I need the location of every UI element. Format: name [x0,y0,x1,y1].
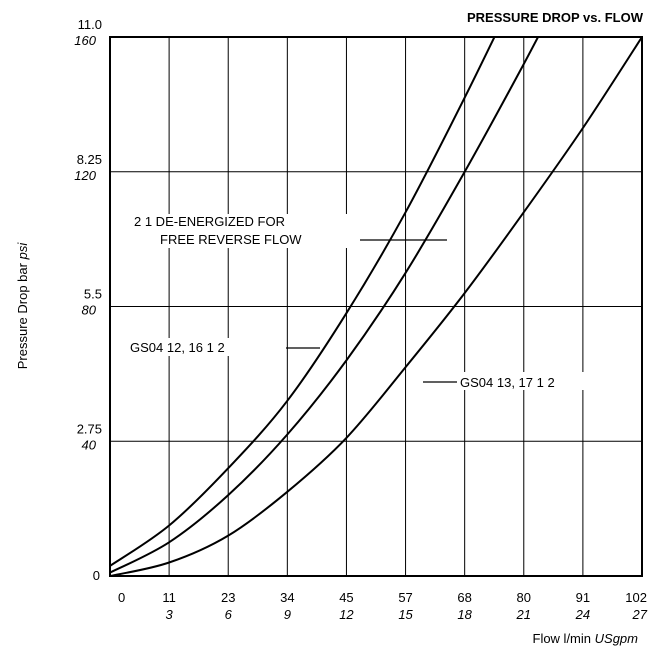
y-tick-label-psi: 80 [82,303,97,318]
x-tick-label-gpm: 21 [516,607,531,622]
y-tick-label-psi: 40 [82,437,97,452]
x-tick-label-lpm: 0 [118,590,125,605]
annotation-de-energized: 2 1 DE-ENERGIZED FOR FREE REVERSE FLOW [134,214,447,248]
y-axis-label: Pressure Drop bar psi [15,242,30,370]
annotation-gs04-12-16-label: GS04 12, 16 1 2 [130,340,225,355]
y-tick-label-bar: 2.75 [77,421,102,436]
chart-title: PRESSURE DROP vs. FLOW [467,10,644,25]
annotation-gs04-12-16: GS04 12, 16 1 2 [128,338,320,356]
x-tick-label-gpm: 24 [575,607,590,622]
y-tick-label-psi: 160 [74,33,96,48]
x-tick-label-gpm: 18 [457,607,472,622]
x-tick-label-lpm: 34 [280,590,294,605]
x-tick-label-gpm: 15 [398,607,413,622]
x-tick-label-lpm: 91 [576,590,590,605]
annotation-de-energized-line2: FREE REVERSE FLOW [160,232,302,247]
annotation-backdrop [458,372,608,390]
y-tick-label-bar: 8.25 [77,152,102,167]
x-tick-label-lpm: 68 [457,590,471,605]
annotation-backdrop [128,338,284,356]
curve-gs04-13-17 [110,37,642,576]
curve-gs04-12-16 [110,37,496,567]
x-axis-label-metric: Flow l/min [533,631,592,646]
x-tick-label-lpm: 102 [625,590,647,605]
x-tick-label-gpm: 12 [339,607,354,622]
grid [110,37,642,576]
x-tick-label-gpm: 6 [225,607,233,622]
x-tick-label-gpm: 3 [165,607,173,622]
annotation-backdrop [158,214,358,248]
x-tick-label-lpm: 45 [339,590,353,605]
y-tick-label-bar: 5.5 [84,287,102,302]
y-tick-label-bar: 0 [93,568,100,583]
x-tick-label-gpm: 9 [284,607,291,622]
plot-frame [109,36,643,577]
annotation-gs04-13-17: GS04 13, 17 1 2 [423,372,608,390]
y-tick-label-psi: 120 [74,168,96,183]
x-tick-label-lpm: 11 [162,590,176,605]
x-tick-label-lpm: 57 [398,590,412,605]
x-tick-label-lpm: 80 [517,590,531,605]
x-axis-ticks: 0 11 3 23 6 34 9 45 12 57 15 68 18 80 21 91 24 102 27 [118,590,648,622]
curves [110,37,642,576]
y-axis-label-metric: Pressure Drop bar [15,262,30,369]
curve-de-energized [110,37,540,574]
annotation-gs04-13-17-label: GS04 13, 17 1 2 [460,375,555,390]
y-tick-label-bar: 11.0 [78,17,102,32]
x-tick-label-lpm: 23 [221,590,235,605]
y-axis-label-imperial: psi [15,242,30,261]
x-tick-label-gpm: 27 [632,607,648,622]
x-axis-label-imperial: USgpm [595,631,639,646]
x-axis-label: Flow l/min USgpm [533,631,639,646]
annotation-de-energized-line1: 2 1 DE-ENERGIZED FOR [134,214,285,229]
